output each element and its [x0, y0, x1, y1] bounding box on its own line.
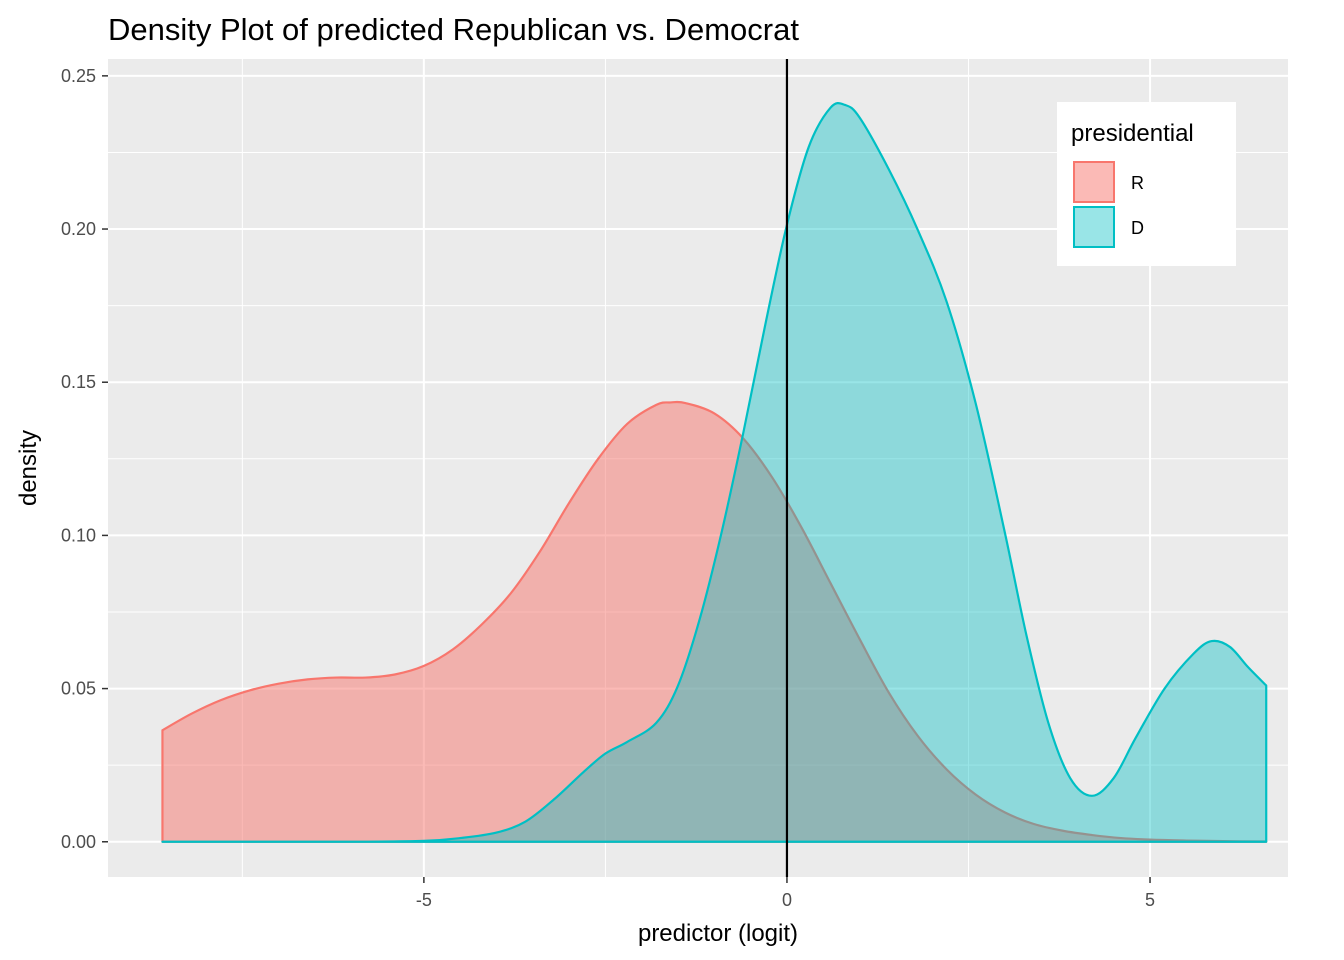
legend-swatch-r	[1073, 161, 1115, 203]
x-tick-label: 5	[1145, 890, 1155, 910]
density-area-r	[161, 400, 1268, 843]
y-tick-label: 0.25	[61, 66, 96, 86]
legend: presidential RD	[1057, 102, 1236, 266]
y-tick-label: 0.00	[61, 832, 96, 852]
x-axis: -5 0 5	[416, 877, 1155, 910]
y-tick-label: 0.20	[61, 219, 96, 239]
x-tick-label: -5	[416, 890, 432, 910]
y-axis-title: density	[15, 430, 42, 506]
legend-label-d: D	[1131, 218, 1144, 238]
legend-label-r: R	[1131, 173, 1144, 193]
chart-title: Density Plot of predicted Republican vs.…	[108, 12, 799, 47]
y-tick-label: 0.15	[61, 372, 96, 392]
y-tick-label: 0.05	[61, 679, 96, 699]
legend-swatch-d	[1073, 206, 1115, 248]
density-areas	[161, 102, 1268, 843]
x-axis-title: predictor (logit)	[638, 920, 798, 947]
y-axis: 0.00 0.05 0.10 0.15 0.20 0.25	[61, 66, 108, 852]
legend-key-d	[1073, 206, 1115, 248]
legend-items: RD	[1073, 161, 1144, 248]
density-area-d	[161, 102, 1268, 843]
y-tick-label: 0.10	[61, 525, 96, 545]
legend-title: presidential	[1071, 120, 1194, 147]
x-tick-label: 0	[782, 890, 792, 910]
